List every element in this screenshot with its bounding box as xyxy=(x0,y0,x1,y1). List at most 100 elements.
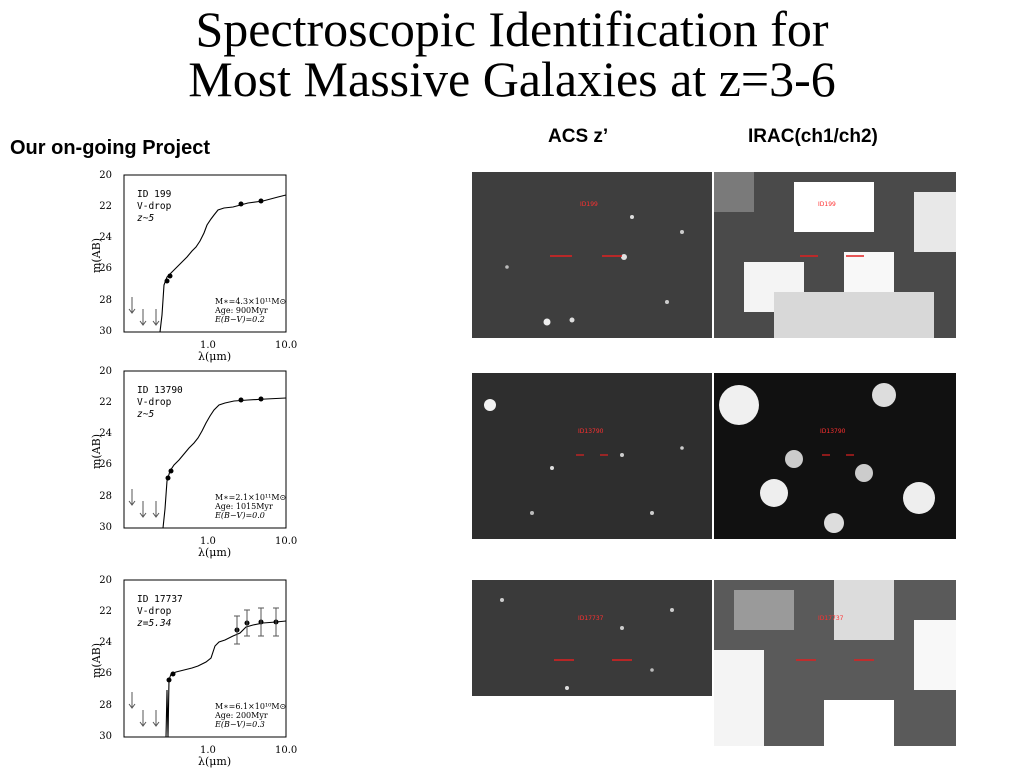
source-label: ID17737 xyxy=(818,615,844,622)
star xyxy=(630,215,634,219)
data-point xyxy=(165,475,171,481)
age: Age: 200Myr xyxy=(214,711,268,720)
xtick-label: 10.0 xyxy=(275,745,297,756)
acs-field-2: ID13790 xyxy=(484,399,684,515)
sed-data-points xyxy=(165,396,264,481)
extinction: E(B−V)=0.3 xyxy=(214,720,265,729)
drop-type: V-drop xyxy=(137,201,172,212)
error-bar xyxy=(244,609,250,637)
acs-field-3: ID17737 xyxy=(500,598,674,690)
upper-limit-arrows xyxy=(128,297,160,326)
ytick-label: 30 xyxy=(99,731,112,742)
xtick-label: 10.0 xyxy=(275,536,297,547)
limit-arrow xyxy=(139,710,147,727)
star xyxy=(670,608,674,612)
ytick-label: 24 xyxy=(99,232,112,243)
irac-field-2: ID13790 xyxy=(719,383,935,533)
star xyxy=(484,399,496,411)
acs-image-3: ID17737 xyxy=(472,580,712,696)
ytick-label: 20 xyxy=(99,366,112,377)
star xyxy=(569,317,575,323)
ytick-label: 20 xyxy=(99,575,112,586)
pixel-block xyxy=(714,172,754,212)
data-point xyxy=(258,198,264,204)
stellar-mass: M∗=4.3×10¹¹M⊙ xyxy=(215,297,286,306)
age: Age: 900Myr xyxy=(214,306,268,315)
ytick-label: 20 xyxy=(99,170,112,181)
project-subtitle: Our on-going Project xyxy=(10,137,210,159)
bright-blob xyxy=(914,192,956,252)
data-point xyxy=(164,278,170,284)
source-label: ID199 xyxy=(818,201,836,208)
slide-title: Spectroscopic Identification for Most Ma… xyxy=(0,4,1024,104)
upper-limit-arrows xyxy=(128,489,160,518)
x-axis-label: λ(μm) xyxy=(198,350,231,363)
ytick-label: 26 xyxy=(99,459,112,470)
star xyxy=(530,511,534,515)
redshift: z~5 xyxy=(137,409,154,420)
error-bar xyxy=(258,607,264,637)
star xyxy=(543,318,551,326)
limit-arrow xyxy=(139,501,147,518)
star xyxy=(620,453,624,457)
star xyxy=(505,265,509,269)
sed-plot-1: 20 22 24 26 28 30 m(AB) 1.0 10.0 λ(μm) I… xyxy=(88,165,300,363)
acs-column-header: ACS z’ xyxy=(548,126,609,147)
irac-image-3: ID17737 xyxy=(714,580,956,746)
xtick-label: 1.0 xyxy=(200,536,216,547)
object-id: ID 17737 xyxy=(137,594,183,605)
source-label: ID13790 xyxy=(820,428,846,435)
ytick-label: 22 xyxy=(99,606,112,617)
object-id: ID 199 xyxy=(137,189,172,200)
acs-image-2: ID13790 xyxy=(472,373,712,539)
data-point xyxy=(238,201,244,207)
limit-arrow xyxy=(139,309,147,326)
data-point xyxy=(170,671,176,677)
plot-frame xyxy=(123,174,287,333)
error-bar xyxy=(273,607,279,637)
ytick-label: 24 xyxy=(99,637,112,648)
ytick-label: 22 xyxy=(99,397,112,408)
star xyxy=(565,686,569,690)
error-bars xyxy=(234,607,279,645)
ytick-label: 24 xyxy=(99,428,112,439)
limit-arrow xyxy=(152,710,160,727)
limit-arrow xyxy=(128,692,136,709)
upper-limit-arrows xyxy=(128,692,160,727)
bright-source xyxy=(824,513,844,533)
acs-image-1: ID199 xyxy=(472,172,712,338)
bright-blob xyxy=(824,700,894,746)
star xyxy=(665,300,669,304)
sed-data-points xyxy=(166,619,279,683)
bright-source xyxy=(760,479,788,507)
limit-arrow xyxy=(152,309,160,326)
star xyxy=(680,230,684,234)
sed-data-points xyxy=(164,198,264,284)
y-axis: 20 22 24 26 28 30 xyxy=(99,575,112,742)
ytick-label: 30 xyxy=(99,522,112,533)
star xyxy=(550,466,554,470)
pixel-block xyxy=(734,590,794,630)
data-point xyxy=(166,677,172,683)
star xyxy=(650,511,654,515)
irac-column-header: IRAC(ch1/ch2) xyxy=(748,126,878,147)
title-line-2: Most Massive Galaxies at z=3-6 xyxy=(188,51,836,107)
y-axis-label: m(AB) xyxy=(90,238,103,273)
y-axis: 20 22 24 26 28 30 xyxy=(99,366,112,533)
plot-frame xyxy=(123,579,287,738)
irac-image-1: ID199 xyxy=(714,172,956,338)
source-label: ID199 xyxy=(580,201,598,208)
star xyxy=(620,626,624,630)
irac-field-1: ID199 xyxy=(714,172,956,338)
ytick-label: 26 xyxy=(99,263,112,274)
data-point xyxy=(258,396,264,402)
star xyxy=(680,446,684,450)
data-point xyxy=(167,273,173,279)
sed-plot-3: 20 22 24 26 28 30 m(AB) 1.0 10.0 λ(μm) I… xyxy=(88,570,300,768)
star xyxy=(650,668,654,672)
age: Age: 1015Myr xyxy=(214,502,273,511)
bright-source xyxy=(872,383,896,407)
limit-arrow xyxy=(128,297,136,314)
bright-blob xyxy=(914,620,956,690)
y-axis: 20 22 24 26 28 30 xyxy=(99,170,112,337)
